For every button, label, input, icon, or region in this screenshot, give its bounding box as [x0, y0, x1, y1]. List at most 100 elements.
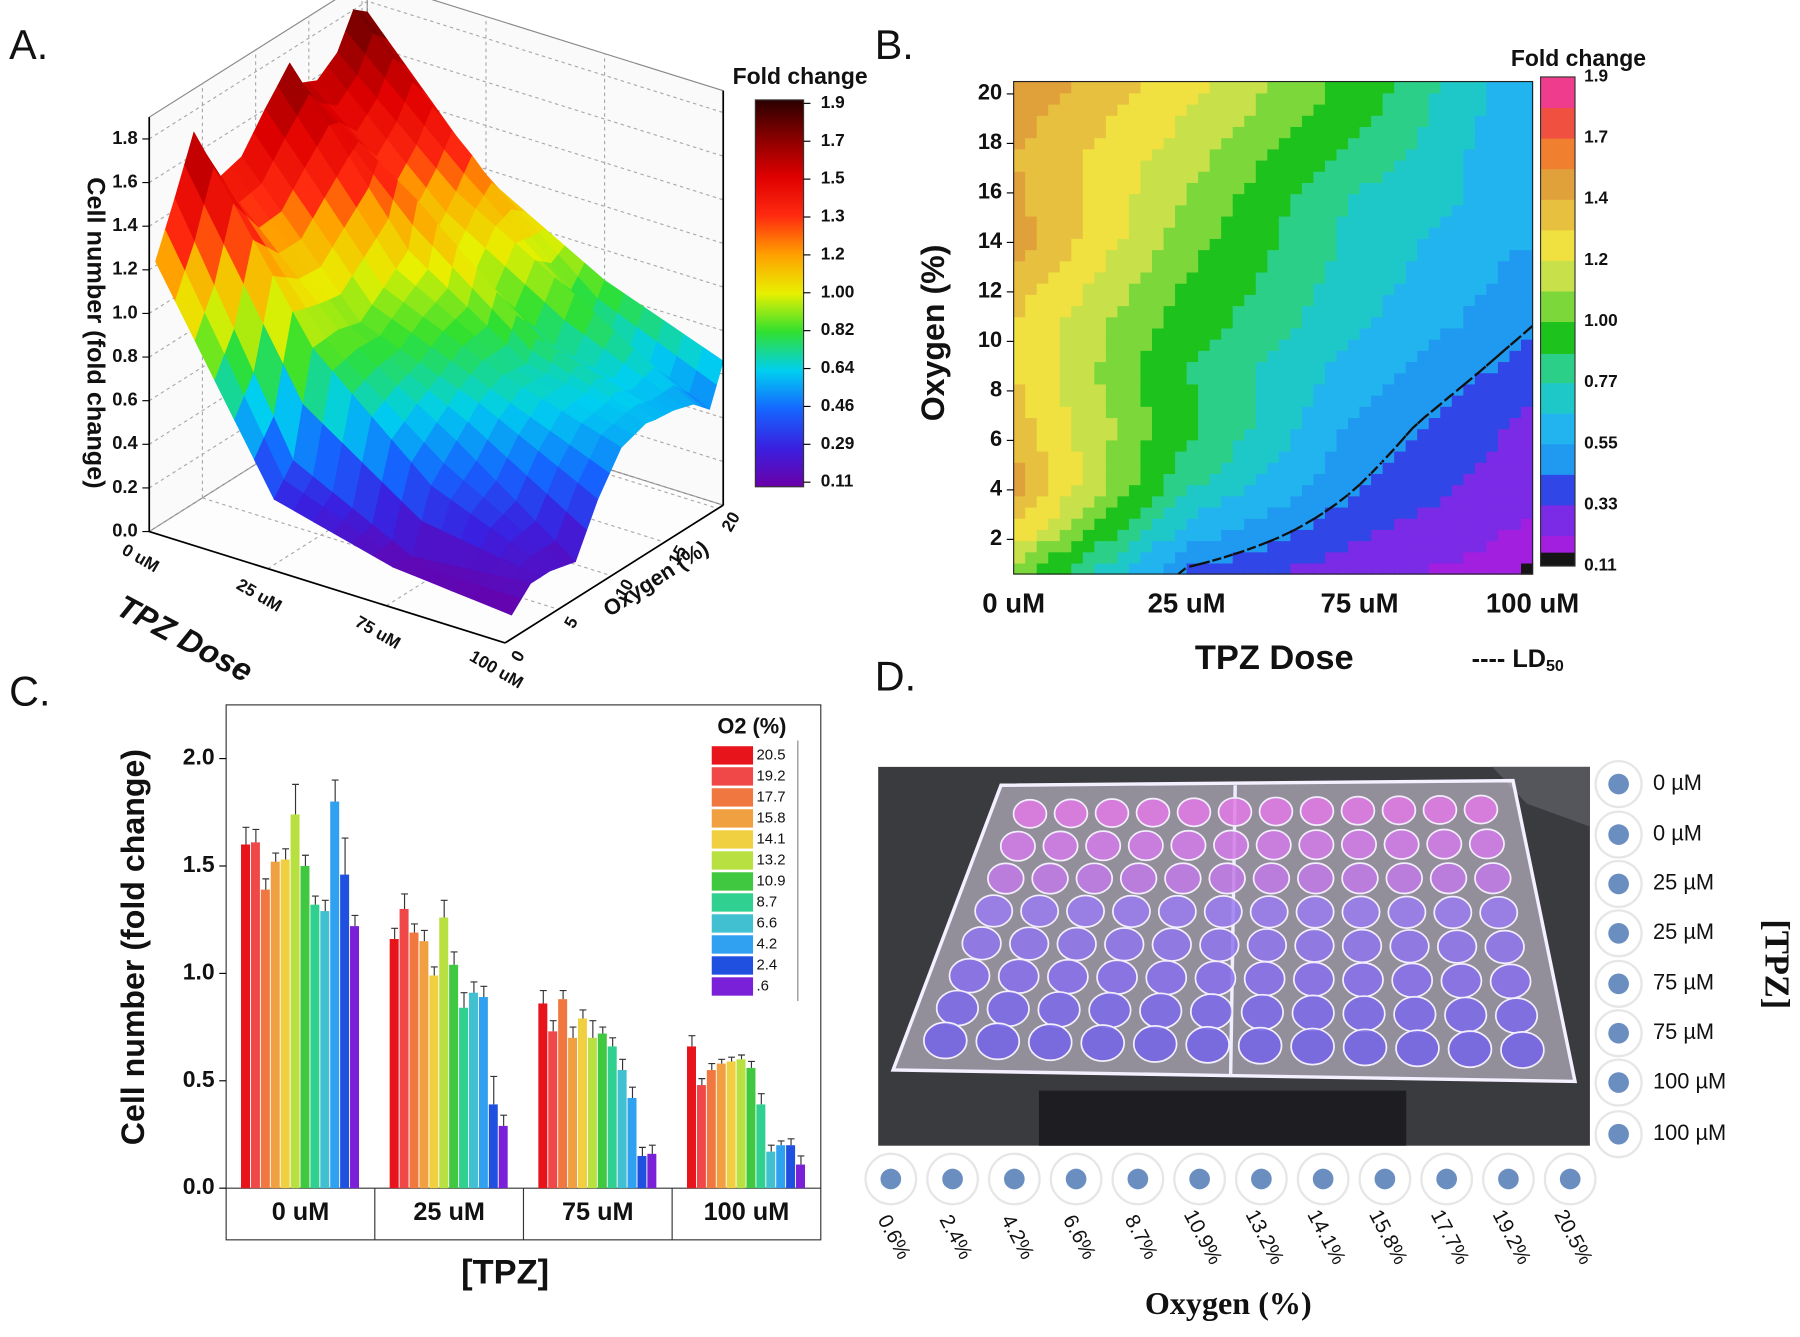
contour-cell	[1025, 562, 1038, 575]
contour-cell	[1048, 81, 1061, 94]
contour-cell	[1267, 215, 1280, 228]
contour-cell	[1255, 182, 1269, 195]
contour-cell	[1290, 305, 1303, 318]
contour-cell	[1163, 249, 1176, 262]
contour-cell	[1440, 462, 1453, 474]
contour-cell	[1175, 372, 1188, 385]
contour-cell	[1336, 137, 1349, 150]
contour-cell	[1128, 394, 1142, 407]
contour-cell	[1359, 506, 1372, 519]
contour-cell	[1486, 338, 1499, 351]
contour-cell	[1255, 394, 1269, 407]
contour-cell	[1025, 551, 1038, 564]
contour-cell	[1382, 227, 1395, 239]
contour-cell	[1209, 551, 1222, 564]
contour-cell	[1348, 249, 1361, 262]
contour-cell	[1497, 238, 1511, 251]
contour-cell	[1198, 450, 1211, 463]
contour-cell	[1128, 137, 1142, 150]
contour-cell	[1152, 249, 1165, 262]
contour-cell	[1048, 227, 1061, 239]
contour-cell	[1428, 137, 1441, 150]
well	[1213, 829, 1250, 861]
contour-cell	[1175, 350, 1188, 363]
contour-cell	[1059, 462, 1072, 474]
contour-cell	[1417, 473, 1430, 486]
contour-cell	[1521, 137, 1534, 150]
photo-shadow	[878, 766, 1590, 827]
contour-cell	[1509, 428, 1522, 441]
contour-cell	[1244, 227, 1257, 239]
bar	[260, 889, 270, 1189]
contour-cell	[1509, 159, 1522, 172]
contour-cell	[1382, 462, 1395, 474]
contour-cell	[1417, 182, 1430, 195]
contour-cell	[1175, 182, 1188, 195]
contour-cell	[1105, 394, 1119, 407]
contour-cell	[1071, 283, 1084, 295]
contour-cell	[1290, 126, 1303, 139]
contour-cell	[1244, 506, 1257, 519]
contour-cell	[1290, 171, 1303, 183]
y-tick-label: 14	[978, 228, 1002, 253]
contour-cell	[1036, 450, 1049, 463]
contour-cell	[1428, 495, 1441, 508]
contour-cell	[1048, 361, 1061, 374]
contour-cell	[1105, 249, 1119, 262]
contour-cell	[1117, 439, 1130, 452]
well	[1119, 862, 1158, 895]
contour-cell	[1186, 238, 1199, 251]
contour-cell	[1463, 350, 1476, 363]
bar	[726, 1061, 736, 1189]
contour-cell	[1336, 495, 1349, 508]
contour-cell	[1394, 327, 1407, 340]
contour-cell	[1451, 305, 1465, 318]
contour-cell	[1267, 294, 1280, 307]
contour-cell	[1175, 394, 1188, 407]
contour-cell	[1071, 316, 1084, 329]
row-dish-content	[1608, 824, 1629, 845]
contour-cell	[1105, 260, 1119, 273]
contour-cell	[1336, 394, 1349, 407]
contour-cell	[1209, 350, 1222, 363]
contour-cell	[1382, 182, 1395, 195]
contour-cell	[1440, 283, 1453, 295]
well	[1436, 929, 1478, 964]
contour-cell	[1405, 462, 1418, 474]
contour-cell	[1267, 495, 1280, 508]
contour-cell	[1094, 417, 1107, 430]
contour-cell	[1152, 417, 1165, 430]
bar	[587, 1037, 597, 1189]
contour-cell	[1371, 484, 1384, 497]
contour-cell	[1255, 338, 1269, 351]
contour-cell	[1278, 473, 1292, 486]
contour-cell	[1059, 294, 1072, 307]
contour-cell	[1497, 249, 1511, 262]
contour-cell	[1463, 495, 1476, 508]
contour-cell	[1463, 428, 1476, 441]
contour-cell	[1198, 338, 1211, 351]
contour-cell	[1371, 394, 1384, 407]
contour-cell	[1221, 551, 1234, 564]
well	[961, 926, 1002, 961]
contour-cell	[1521, 103, 1534, 116]
legend-swatch	[711, 914, 754, 933]
contour-cell	[1382, 350, 1395, 363]
contour-cell	[1278, 406, 1292, 419]
contour-cell	[1371, 305, 1384, 318]
contour-cell	[1371, 260, 1384, 273]
contour-cell	[1221, 338, 1234, 351]
contour-cell	[1094, 372, 1107, 385]
contour-cell	[1232, 462, 1245, 474]
contour-cell	[1440, 316, 1453, 329]
well	[1096, 959, 1138, 996]
contour-cell	[1313, 450, 1326, 463]
contour-cell	[1301, 283, 1315, 295]
contour-cell	[1359, 551, 1372, 564]
contour-cell	[1232, 126, 1245, 139]
contour-cell	[1013, 383, 1026, 396]
contour-cell	[1117, 327, 1130, 340]
contour-cell	[1371, 506, 1384, 519]
contour-cell	[1082, 159, 1096, 172]
contour-cell	[1117, 551, 1130, 564]
